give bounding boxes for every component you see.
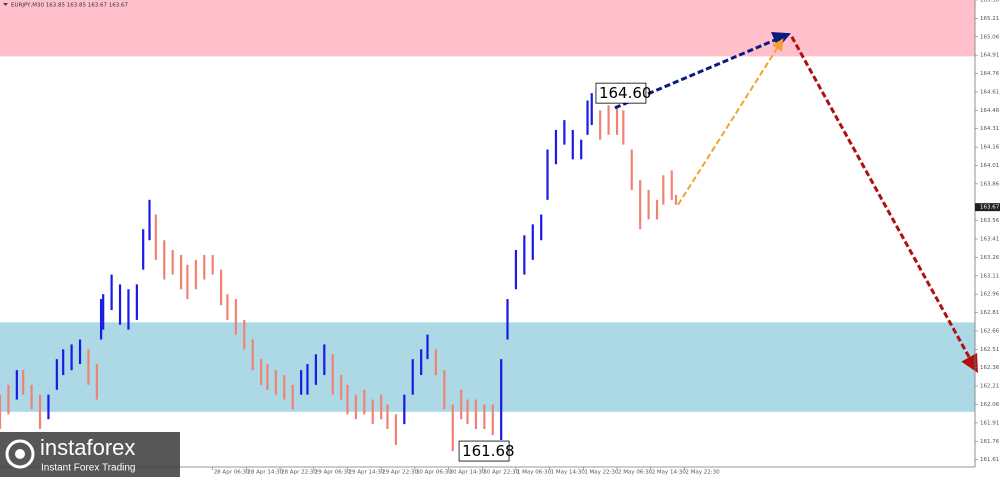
x-tick-label: 30 Apr 06:30 [416, 470, 452, 476]
y-tick-label: 161.76 [980, 439, 1000, 445]
x-tick-label: 30 Apr 22:30 [483, 470, 519, 476]
zone [0, 0, 975, 57]
y-tick-label: 164.16 [980, 145, 1000, 151]
x-tick-label: 29 Apr 14:30 [348, 470, 384, 476]
watermark-logo [5, 439, 35, 469]
y-tick-label: 164.31 [980, 126, 999, 132]
x-tick-label: 29 Apr 22:30 [382, 470, 418, 476]
x-tick-label: 2 May 14:30 [652, 470, 687, 476]
x-tick-label: 30 Apr 14:30 [450, 470, 486, 476]
header-icon [3, 3, 8, 6]
watermark: instaforex Instant Forex Trading [0, 432, 180, 477]
y-tick-label: 164.46 [980, 108, 1000, 114]
watermark-brand: instaforex [40, 435, 135, 460]
x-tick-label: 2 May 06:30 [618, 470, 653, 476]
bars [0, 93, 678, 452]
y-tick-label: 165.06 [980, 34, 1000, 40]
arrows [614, 31, 978, 373]
y-tick-label: 163.11 [980, 273, 999, 279]
y-tick-label: 161.91 [980, 420, 999, 426]
x-tick-label: 1 May 22:30 [584, 470, 619, 476]
y-tick-label: 163.41 [980, 237, 999, 243]
x-tick-label: 1 May 06:30 [517, 470, 552, 476]
y-tick-label: 162.81 [980, 310, 999, 316]
annotation-text: 161.68 [462, 442, 515, 460]
annotation-text: 164.60 [599, 84, 652, 102]
annotations: 164.60 161.68 [458, 82, 652, 462]
price-label-box [975, 203, 1000, 212]
y-tick-label: 163.56 [980, 218, 1000, 224]
y-tick-label: 162.66 [980, 328, 1000, 334]
y-tick-label: 164.76 [980, 71, 1000, 77]
y-tick-label: 165.36 [980, 0, 1000, 4]
x-tick-label: 2 May 22:30 [685, 470, 720, 476]
x-tick-label: 1 May 14:30 [551, 470, 586, 476]
watermark-bg [0, 432, 180, 477]
y-tick-label: 162.96 [980, 292, 1000, 298]
y-tick-label: 164.61 [980, 89, 999, 95]
y-tick-label: 162.36 [980, 365, 1000, 371]
y-tick-label: 162.51 [980, 347, 999, 353]
price-label: 163.67 [980, 205, 1000, 211]
zone [0, 322, 975, 412]
y-tick-label: 163.26 [980, 255, 1000, 261]
y-tick-label: 162.21 [980, 384, 999, 390]
wave-arrow [677, 38, 784, 206]
y-tick-label: 164.01 [980, 163, 999, 169]
y-tick-label: 162.06 [980, 402, 1000, 408]
x-tick-label: 28 Apr 06:30 [214, 470, 250, 476]
x-tick-label: 29 Apr 06:30 [315, 470, 351, 476]
x-tick-label: 28 Apr 22:30 [281, 470, 317, 476]
header: EURJPY,M30 163.85 163.85 163.67 163.67 [3, 3, 128, 9]
watermark-logo-dot [15, 449, 25, 459]
zones [0, 0, 975, 412]
x-tick-label: 28 Apr 14:30 [247, 470, 283, 476]
y-tick-label: 163.86 [980, 181, 1000, 187]
header-text: EURJPY,M30 163.85 163.85 163.67 163.67 [11, 3, 128, 9]
y-tick-label: 164.91 [980, 53, 999, 59]
watermark-tagline: Instant Forex Trading [41, 463, 136, 474]
annotation-box [595, 82, 647, 104]
y-tick-label: 161.61 [980, 457, 999, 463]
wave-arrow [790, 36, 978, 373]
annotation-box [458, 440, 510, 462]
y-tick-label: 165.21 [980, 16, 999, 22]
